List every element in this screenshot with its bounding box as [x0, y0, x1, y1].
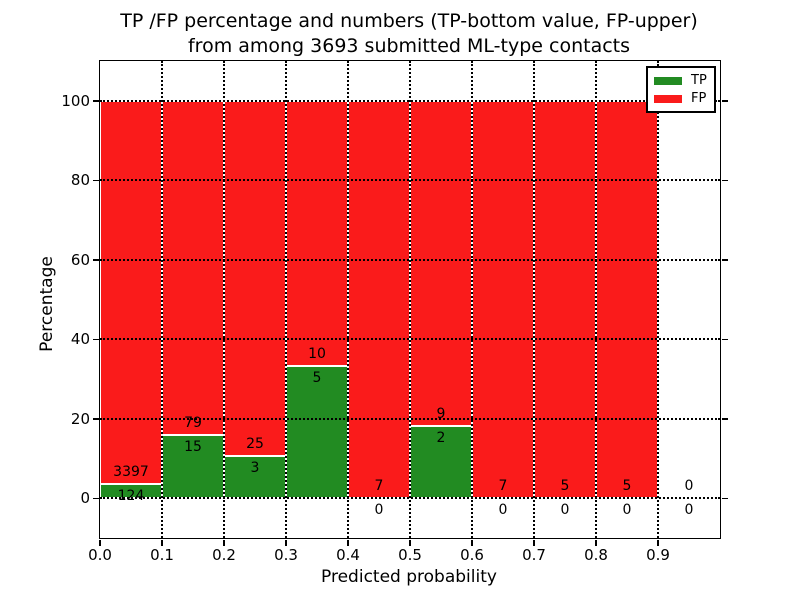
y-tick-mark-left [92, 100, 99, 102]
y-tick-mark-left [92, 179, 99, 181]
x-tick-label: 0.5 [398, 546, 422, 564]
y-tick-label: 80 [70, 171, 90, 190]
v-gridline [347, 61, 349, 538]
fp-count-label: 7 [374, 478, 384, 495]
bar-segment-fp [596, 100, 658, 499]
tp-count-label: 15 [184, 438, 202, 455]
bar-segment-fp [286, 100, 348, 366]
fp-count-label: 7 [498, 478, 508, 495]
fp-count-label: 5 [622, 478, 632, 495]
x-axis-label: Predicted probability [321, 567, 497, 587]
tp-count-label: 3 [250, 459, 260, 476]
x-tick-label: 0.1 [150, 546, 174, 564]
tp-swatch-icon [654, 76, 682, 85]
y-tick-mark-right [721, 100, 728, 102]
bar-segment-fp [162, 100, 224, 435]
legend-item-label: TP [691, 73, 707, 88]
x-tick-mark [533, 539, 535, 546]
fp-count-label: 79 [184, 414, 202, 431]
legend: TP FP [646, 66, 716, 113]
bar-segment-fp [348, 100, 410, 499]
y-tick-mark-right [721, 418, 728, 420]
x-tick-label: 0.2 [212, 546, 236, 564]
bar-segment-fp [534, 100, 596, 499]
v-gridline [533, 61, 535, 538]
legend-item: FP [654, 91, 708, 106]
tp-count-label: 0 [684, 502, 694, 519]
chart-title: TP /FP percentage and numbers (TP-bottom… [99, 9, 719, 59]
v-gridline [595, 61, 597, 538]
tp-count-label: 0 [560, 502, 570, 519]
fp-count-label: 0 [684, 478, 694, 495]
x-tick-label: 0.3 [274, 546, 298, 564]
tp-count-label: 5 [312, 369, 322, 386]
tp-count-label: 2 [436, 429, 446, 446]
y-tick-mark-left [92, 418, 99, 420]
x-tick-label: 0.6 [460, 546, 484, 564]
y-tick-mark-left [92, 497, 99, 499]
y-tick-label: 20 [70, 409, 90, 428]
fp-count-label: 3397 [113, 464, 149, 481]
x-tick-label: 0.7 [522, 546, 546, 564]
legend-item-label: FP [691, 91, 707, 106]
y-tick-label: 60 [70, 250, 90, 269]
plot-area: 3397 124 79 15 25 3 10 5 7 0 9 2 7 0 5 0 5 0 0 0 0.0 0.1 0.2 0.… [61, 60, 728, 564]
x-tick-label: 0.0 [88, 546, 112, 564]
bar-segment-tp [286, 365, 348, 499]
bar-segment-fp [224, 100, 286, 456]
v-gridline [223, 61, 225, 538]
y-tick-label: 0 [80, 489, 90, 508]
chart-title-line1: TP /FP percentage and numbers (TP-bottom… [120, 10, 698, 32]
x-tick-mark [223, 539, 225, 546]
x-tick-mark [657, 539, 659, 546]
fp-count-label: 9 [436, 405, 446, 422]
y-tick-mark-right [721, 338, 728, 340]
y-tick-mark-left [92, 338, 99, 340]
tp-count-label: 0 [622, 502, 632, 519]
y-tick-mark-right [721, 497, 728, 499]
x-tick-mark [161, 539, 163, 546]
v-gridline [471, 61, 473, 538]
v-gridline [657, 61, 659, 538]
fp-count-label: 5 [560, 478, 570, 495]
fp-count-label: 25 [246, 435, 264, 452]
legend-item: TP [654, 73, 708, 88]
y-tick-mark-right [721, 259, 728, 261]
y-tick-label: 40 [70, 330, 90, 349]
y-tick-mark-left [92, 259, 99, 261]
tp-count-label: 0 [498, 502, 508, 519]
bar-segment-fp [410, 100, 472, 426]
x-tick-mark [595, 539, 597, 546]
x-tick-mark [285, 539, 287, 546]
y-tick-label: 100 [61, 91, 90, 110]
chart-title-line2: from among 3693 submitted ML-type contac… [187, 35, 631, 57]
x-tick-label: 0.4 [336, 546, 360, 564]
x-tick-mark [471, 539, 473, 546]
fp-swatch-icon [654, 94, 682, 103]
v-gridline [285, 61, 287, 538]
v-gridline [161, 61, 163, 538]
fp-count-label: 10 [308, 345, 326, 362]
x-tick-mark [347, 539, 349, 546]
bar-segment-fp [100, 100, 162, 485]
bar-segment-fp [472, 100, 534, 499]
x-tick-label: 0.8 [584, 546, 608, 564]
x-tick-mark [99, 539, 101, 546]
tp-count-label: 124 [117, 488, 145, 505]
y-tick-mark-right [721, 179, 728, 181]
x-tick-mark [409, 539, 411, 546]
v-gridline [409, 61, 411, 538]
x-tick-label: 0.9 [646, 546, 670, 564]
bar-segment-tp [162, 434, 224, 499]
tp-count-label: 0 [374, 502, 384, 519]
